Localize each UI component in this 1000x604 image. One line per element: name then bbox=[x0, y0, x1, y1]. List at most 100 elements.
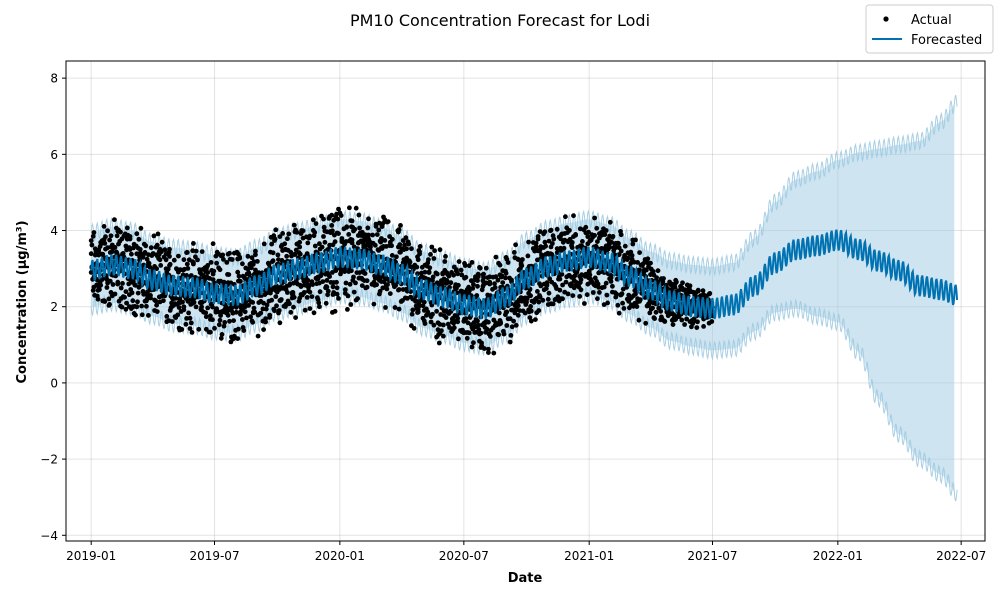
actual-point bbox=[477, 265, 483, 271]
actual-point bbox=[446, 273, 452, 279]
actual-point bbox=[560, 296, 565, 302]
actual-point bbox=[431, 256, 437, 261]
actual-point bbox=[695, 319, 700, 325]
actual-point bbox=[458, 267, 464, 273]
actual-point bbox=[483, 265, 489, 271]
actual-point bbox=[422, 321, 428, 326]
actual-point bbox=[417, 244, 423, 249]
actual-point bbox=[428, 252, 433, 257]
actual-point bbox=[334, 291, 340, 297]
actual-point bbox=[682, 322, 687, 327]
actual-point bbox=[359, 283, 365, 288]
actual-point bbox=[167, 254, 172, 259]
actual-point bbox=[157, 257, 163, 263]
actual-point bbox=[456, 282, 461, 288]
actual-point bbox=[242, 309, 248, 315]
actual-point bbox=[595, 239, 600, 245]
actual-point bbox=[679, 317, 685, 323]
actual-point bbox=[425, 309, 431, 315]
actual-point bbox=[307, 306, 313, 311]
actual-point bbox=[236, 326, 241, 332]
actual-point bbox=[218, 335, 224, 341]
actual-point bbox=[616, 310, 622, 316]
actual-point bbox=[605, 300, 610, 306]
actual-point bbox=[508, 333, 514, 338]
actual-point bbox=[317, 241, 322, 247]
actual-point bbox=[409, 311, 415, 317]
actual-point bbox=[287, 301, 292, 307]
actual-point bbox=[237, 254, 243, 260]
actual-point bbox=[526, 239, 531, 245]
actual-point bbox=[253, 252, 258, 258]
actual-point bbox=[682, 287, 687, 292]
x-tick-label: 2020-01 bbox=[315, 549, 365, 563]
legend: Actual Forecasted bbox=[865, 4, 994, 54]
actual-point bbox=[537, 229, 543, 235]
actual-point bbox=[193, 304, 199, 310]
actual-point bbox=[218, 313, 224, 318]
actual-point bbox=[260, 306, 266, 312]
actual-point bbox=[208, 313, 213, 319]
actual-point bbox=[317, 289, 323, 295]
actual-point bbox=[362, 271, 368, 276]
actual-point bbox=[205, 263, 211, 268]
actual-point bbox=[565, 291, 571, 297]
actual-point bbox=[169, 319, 175, 324]
actual-point bbox=[610, 234, 616, 239]
actual-point bbox=[255, 259, 260, 264]
actual-point bbox=[429, 244, 435, 250]
actual-point bbox=[374, 232, 380, 238]
actual-point bbox=[674, 279, 679, 285]
actual-point bbox=[136, 236, 142, 242]
actual-point bbox=[493, 254, 499, 260]
actual-point bbox=[544, 280, 550, 286]
actual-point bbox=[146, 313, 151, 318]
actual-point bbox=[377, 288, 383, 294]
actual-point bbox=[129, 251, 134, 257]
actual-point bbox=[658, 308, 664, 314]
actual-point bbox=[496, 310, 502, 316]
actual-point bbox=[454, 267, 459, 272]
actual-point bbox=[144, 303, 149, 309]
actual-point bbox=[528, 318, 534, 324]
actual-point bbox=[191, 241, 196, 246]
actual-point bbox=[447, 284, 452, 290]
actual-point bbox=[349, 268, 354, 274]
actual-point bbox=[214, 260, 220, 266]
actual-point bbox=[441, 333, 446, 339]
actual-point bbox=[102, 299, 108, 304]
actual-point bbox=[345, 293, 351, 299]
actual-point bbox=[503, 275, 508, 281]
actual-point bbox=[181, 307, 187, 313]
actual-point bbox=[455, 316, 461, 321]
actual-point bbox=[349, 218, 355, 224]
actual-point bbox=[249, 255, 255, 261]
actual-point bbox=[528, 293, 533, 299]
actual-point bbox=[451, 325, 457, 331]
actual-point bbox=[476, 327, 482, 332]
actual-point bbox=[469, 260, 475, 265]
actual-point bbox=[148, 293, 153, 298]
actual-point bbox=[253, 248, 258, 254]
actual-point bbox=[146, 261, 152, 266]
legend-frame bbox=[865, 4, 994, 54]
actual-point bbox=[203, 310, 209, 316]
actual-point bbox=[459, 272, 465, 278]
actual-point bbox=[484, 326, 490, 332]
actual-point bbox=[373, 223, 379, 229]
actual-point bbox=[436, 340, 442, 346]
actual-point bbox=[167, 246, 172, 252]
actual-point bbox=[273, 227, 279, 233]
actual-point bbox=[129, 290, 135, 296]
actual-point bbox=[181, 257, 187, 263]
actual-point bbox=[335, 216, 341, 222]
actual-point bbox=[700, 288, 706, 294]
actual-point bbox=[176, 253, 181, 259]
actual-point bbox=[346, 232, 352, 237]
actual-point bbox=[420, 303, 426, 309]
actual-point bbox=[240, 261, 245, 267]
actual-point bbox=[592, 215, 597, 221]
actual-point bbox=[398, 223, 403, 228]
actual-point bbox=[372, 242, 378, 248]
actual-point bbox=[385, 282, 390, 288]
